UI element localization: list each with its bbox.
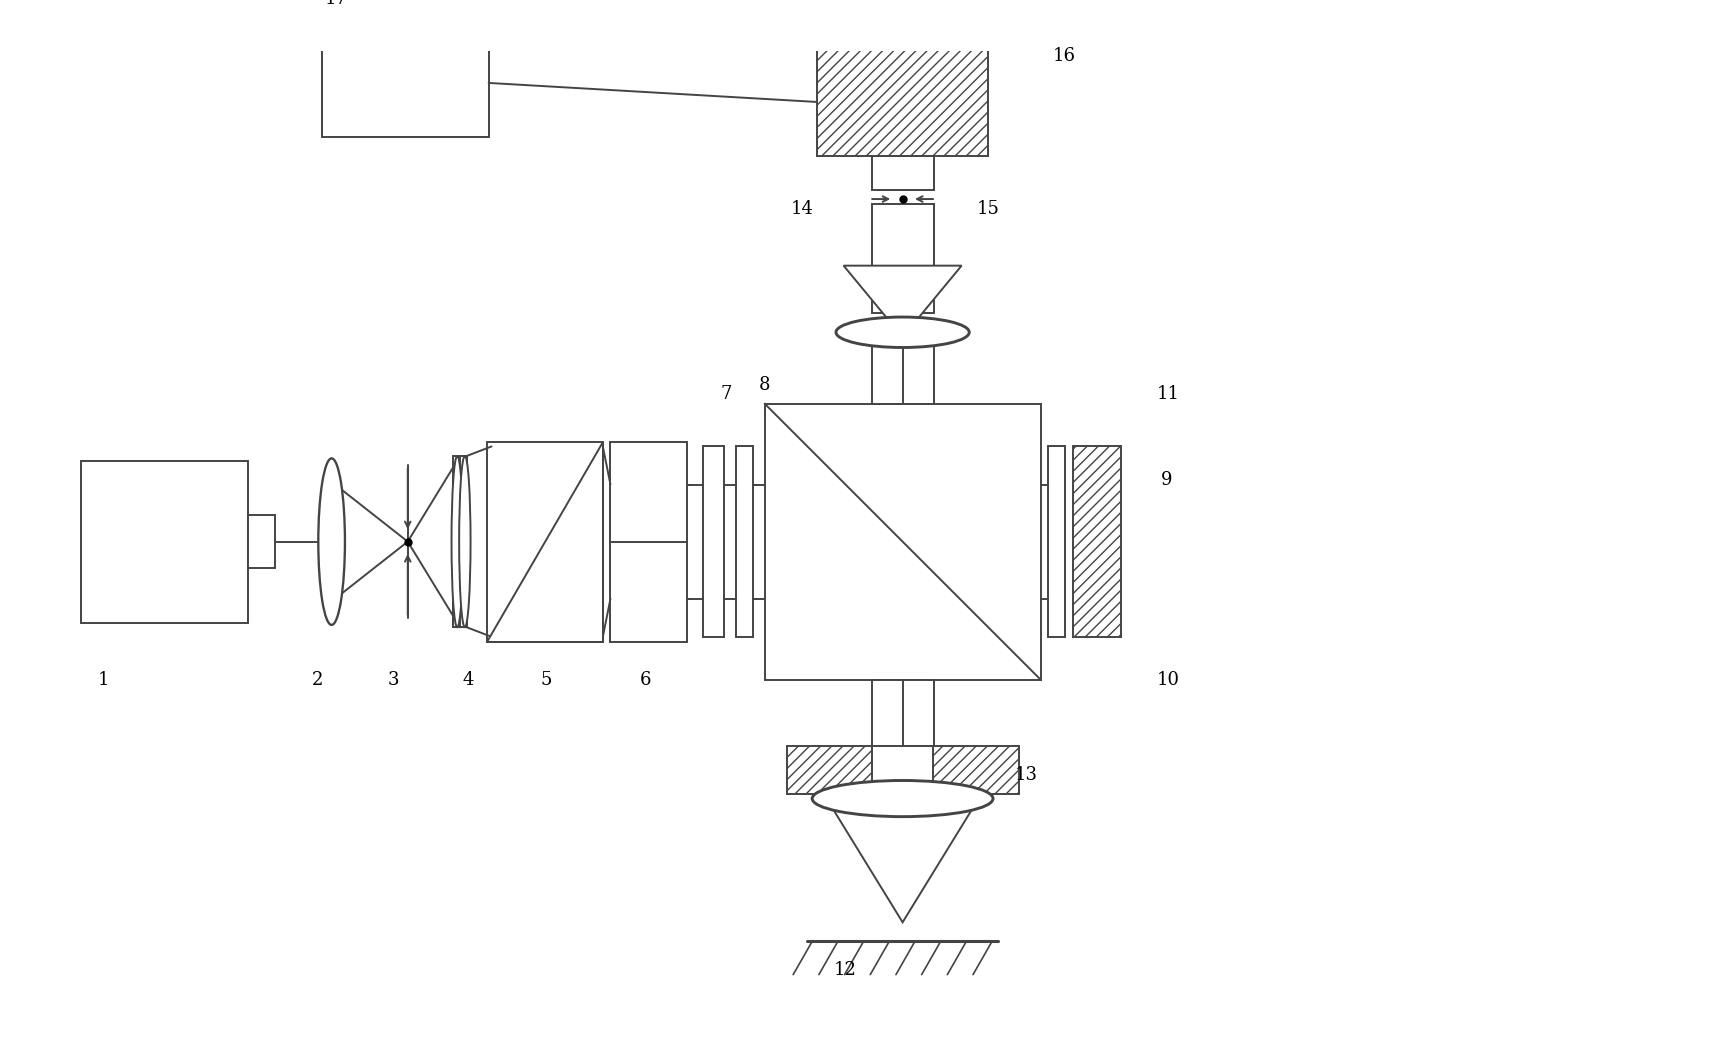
Text: 6: 6 [640,670,652,688]
Text: 3: 3 [388,670,399,688]
Bar [1049,447,1066,637]
Text: 4: 4 [462,670,474,688]
Bar [816,47,989,156]
Ellipse shape [813,780,992,817]
Text: 5: 5 [541,670,551,688]
Polygon shape [486,441,602,641]
Text: 9: 9 [1160,471,1172,488]
Text: 10: 10 [1157,670,1179,688]
Text: 14: 14 [790,200,814,218]
Text: 7: 7 [720,385,732,403]
Bar [873,680,934,746]
Ellipse shape [318,458,346,624]
Bar [248,515,274,568]
Bar [873,156,934,189]
Bar [873,337,934,404]
Bar [453,456,460,628]
Bar [1073,447,1121,637]
Ellipse shape [837,317,968,347]
Polygon shape [832,806,974,923]
Bar [736,447,753,637]
Bar [486,441,602,641]
Bar [873,204,934,266]
Bar [611,441,686,641]
Bar [787,746,873,794]
Bar [460,456,467,628]
Text: 17: 17 [325,0,347,8]
Bar [322,28,489,137]
Bar [765,404,1040,680]
Bar [873,266,934,313]
Bar [932,746,1018,794]
Text: 1: 1 [98,670,110,688]
Text: 8: 8 [760,376,770,393]
Bar [703,447,724,637]
Text: 15: 15 [977,200,999,218]
Ellipse shape [459,456,471,628]
Ellipse shape [452,456,464,628]
Text: 13: 13 [1015,766,1039,783]
Bar [82,460,248,622]
Text: 11: 11 [1157,385,1179,403]
Text: 16: 16 [1052,47,1076,65]
Polygon shape [844,266,962,337]
Text: 12: 12 [833,961,857,979]
Text: 2: 2 [311,670,323,688]
